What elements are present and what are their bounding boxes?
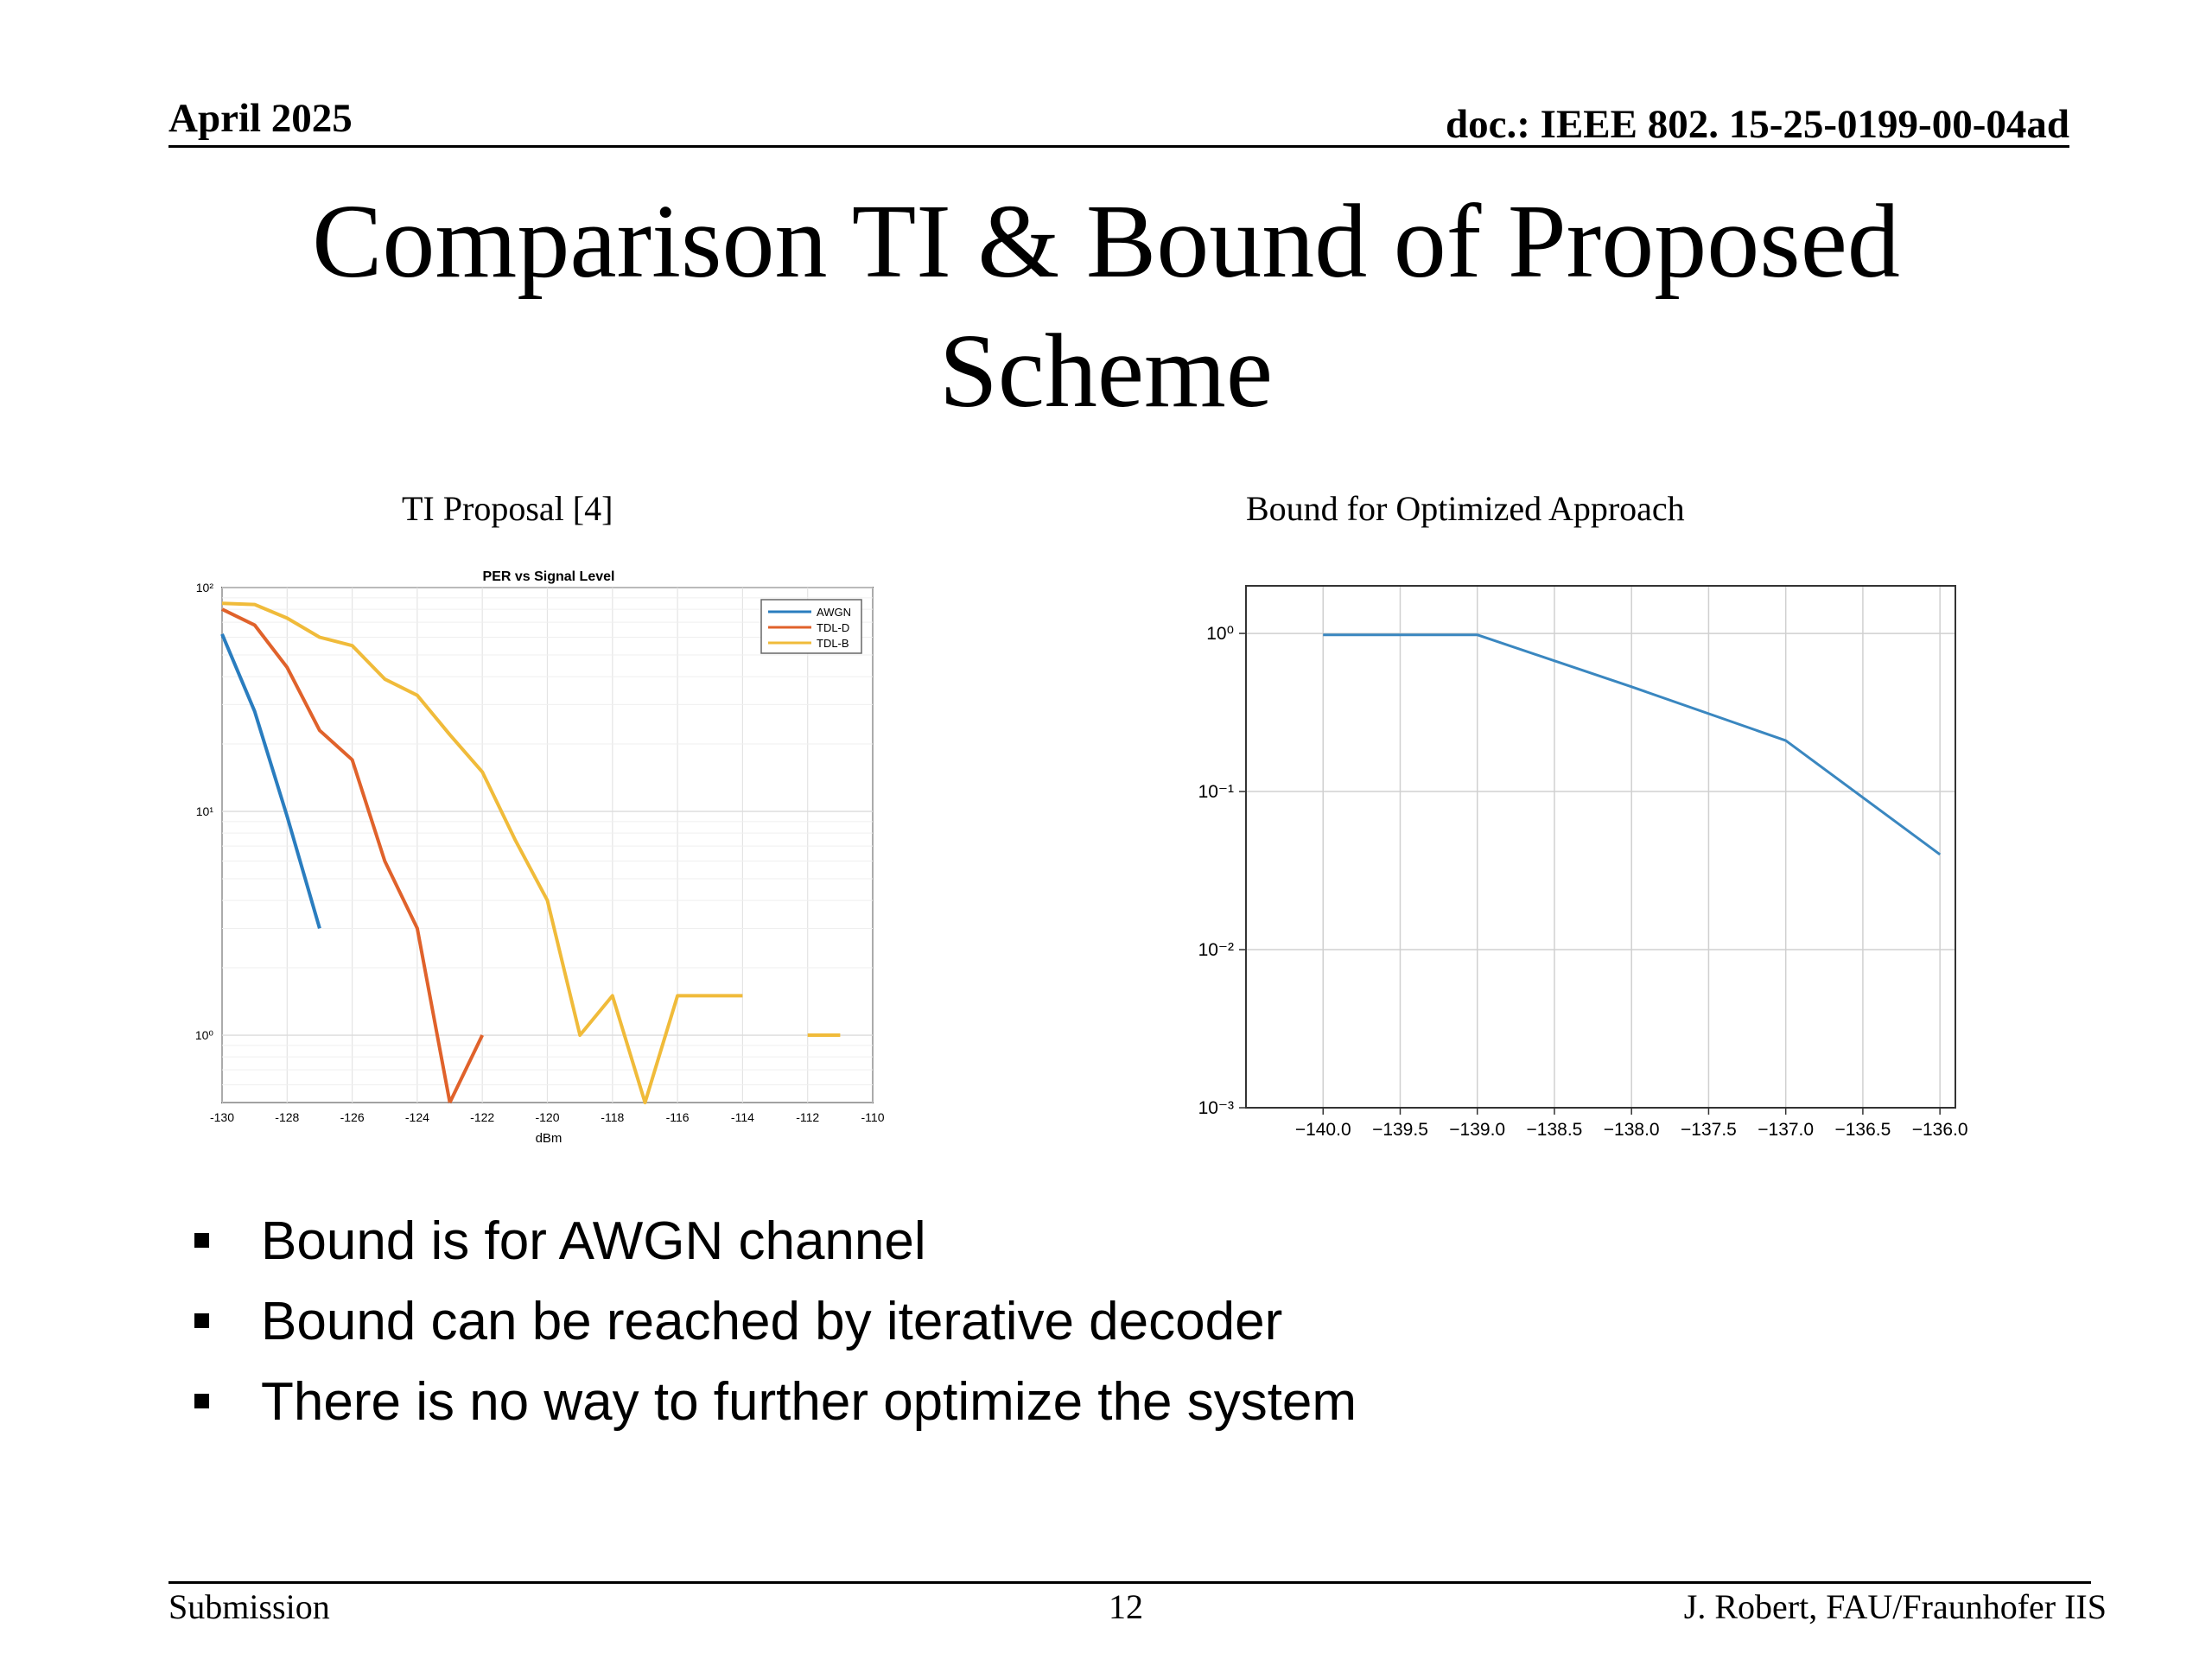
plot-area bbox=[1245, 585, 1956, 1109]
bullet-item: Bound is for AWGN channel bbox=[190, 1201, 1357, 1281]
series-line-bound bbox=[1323, 633, 1942, 856]
header-doc-id: doc.: IEEE 802. 15-25-0199-00-04ad bbox=[1446, 102, 2069, 147]
x-tick-label: −136.0 bbox=[1912, 1120, 1968, 1140]
y-tick-label: 10⁰ bbox=[1206, 624, 1234, 644]
legend-label-tdl-d: TDL-D bbox=[817, 621, 849, 634]
x-tick-label: -128 bbox=[275, 1110, 299, 1124]
bullet-marker bbox=[194, 1313, 209, 1328]
x-tick-label: -126 bbox=[340, 1110, 365, 1124]
legend-label-awgn: AWGN bbox=[817, 606, 851, 619]
right-chart-caption: Bound for Optimized Approach bbox=[1246, 489, 1685, 528]
bullet-item: Bound can be reached by iterative decode… bbox=[190, 1281, 1357, 1362]
x-tick-label: −136.5 bbox=[1834, 1120, 1891, 1140]
footer-submission: Submission bbox=[168, 1587, 330, 1626]
header-date: April 2025 bbox=[168, 96, 353, 141]
bullet-list: Bound is for AWGN channel Bound can be r… bbox=[190, 1201, 1357, 1442]
y-tick-label: 10¹ bbox=[196, 804, 214, 818]
slide-title: Comparison TI & Bound of Proposed Scheme bbox=[0, 177, 2212, 436]
footer-rule bbox=[168, 1581, 2091, 1584]
series-line-tdl-d bbox=[221, 607, 452, 1103]
x-tick-label: −140.0 bbox=[1295, 1120, 1351, 1140]
header-rule bbox=[168, 145, 2069, 148]
bullet-text: Bound is for AWGN channel bbox=[261, 1211, 926, 1271]
series-line-awgn bbox=[220, 633, 321, 929]
slide-title-line-2: Scheme bbox=[938, 313, 1274, 429]
x-tick-label: -116 bbox=[666, 1110, 690, 1124]
x-tick-label: -114 bbox=[731, 1110, 754, 1124]
y-tick-label: 10⁻¹ bbox=[1198, 782, 1234, 802]
x-tick-label: −138.0 bbox=[1604, 1120, 1660, 1140]
y-tick-label: 10⁰ bbox=[195, 1028, 214, 1042]
legend-label-tdl-b: TDL-B bbox=[817, 637, 849, 650]
x-tick-label: -110 bbox=[861, 1110, 885, 1124]
left-chart-caption: TI Proposal [4] bbox=[402, 489, 613, 528]
bullet-text: There is no way to further optimize the … bbox=[261, 1372, 1357, 1432]
bullet-text: Bound can be reached by iterative decode… bbox=[261, 1292, 1283, 1351]
x-tick-label: −139.0 bbox=[1449, 1120, 1505, 1140]
x-tick-label: -112 bbox=[796, 1110, 819, 1124]
slide-title-line-1: Comparison TI & Bound of Proposed bbox=[312, 183, 1900, 300]
x-tick-label: -120 bbox=[535, 1110, 559, 1124]
x-tick-label: −138.5 bbox=[1527, 1120, 1583, 1140]
chart-title: PER vs Signal Level bbox=[483, 569, 615, 584]
x-axis-label: dBm bbox=[536, 1131, 563, 1146]
footer-page-number: 12 bbox=[1109, 1587, 1143, 1626]
y-tick-label: 10⁻² bbox=[1198, 940, 1234, 960]
footer-author: J. Robert, FAU/Fraunhofer IIS bbox=[1683, 1587, 2107, 1626]
y-tick-label: 10⁻³ bbox=[1198, 1098, 1234, 1118]
x-tick-label: -130 bbox=[210, 1110, 234, 1124]
y-tick-label: 10² bbox=[196, 581, 214, 594]
x-tick-label: -124 bbox=[405, 1110, 429, 1124]
x-tick-label: −137.0 bbox=[1758, 1120, 1814, 1140]
bullet-item: There is no way to further optimize the … bbox=[190, 1362, 1357, 1442]
bullet-marker bbox=[194, 1233, 209, 1248]
bullet-marker bbox=[194, 1394, 209, 1408]
chart-bound-optimized: −140.0 −139.5 −139.0 −138.5 −138.0 −137.5 −137… bbox=[1198, 585, 1968, 1140]
legend: AWGN TDL-D TDL-B bbox=[760, 599, 862, 654]
chart-per-vs-signal-level: -130 -128 -126 -124 -122 -120 -118 -116 -114 -112… bbox=[195, 569, 885, 1146]
x-tick-label: −139.5 bbox=[1372, 1120, 1428, 1140]
x-tick-label: -122 bbox=[470, 1110, 494, 1124]
x-tick-label: -118 bbox=[601, 1110, 624, 1124]
x-tick-label: −137.5 bbox=[1681, 1120, 1737, 1140]
series-line-tdl-b bbox=[221, 601, 743, 1104]
series-line-tdl-d bbox=[448, 1034, 485, 1103]
